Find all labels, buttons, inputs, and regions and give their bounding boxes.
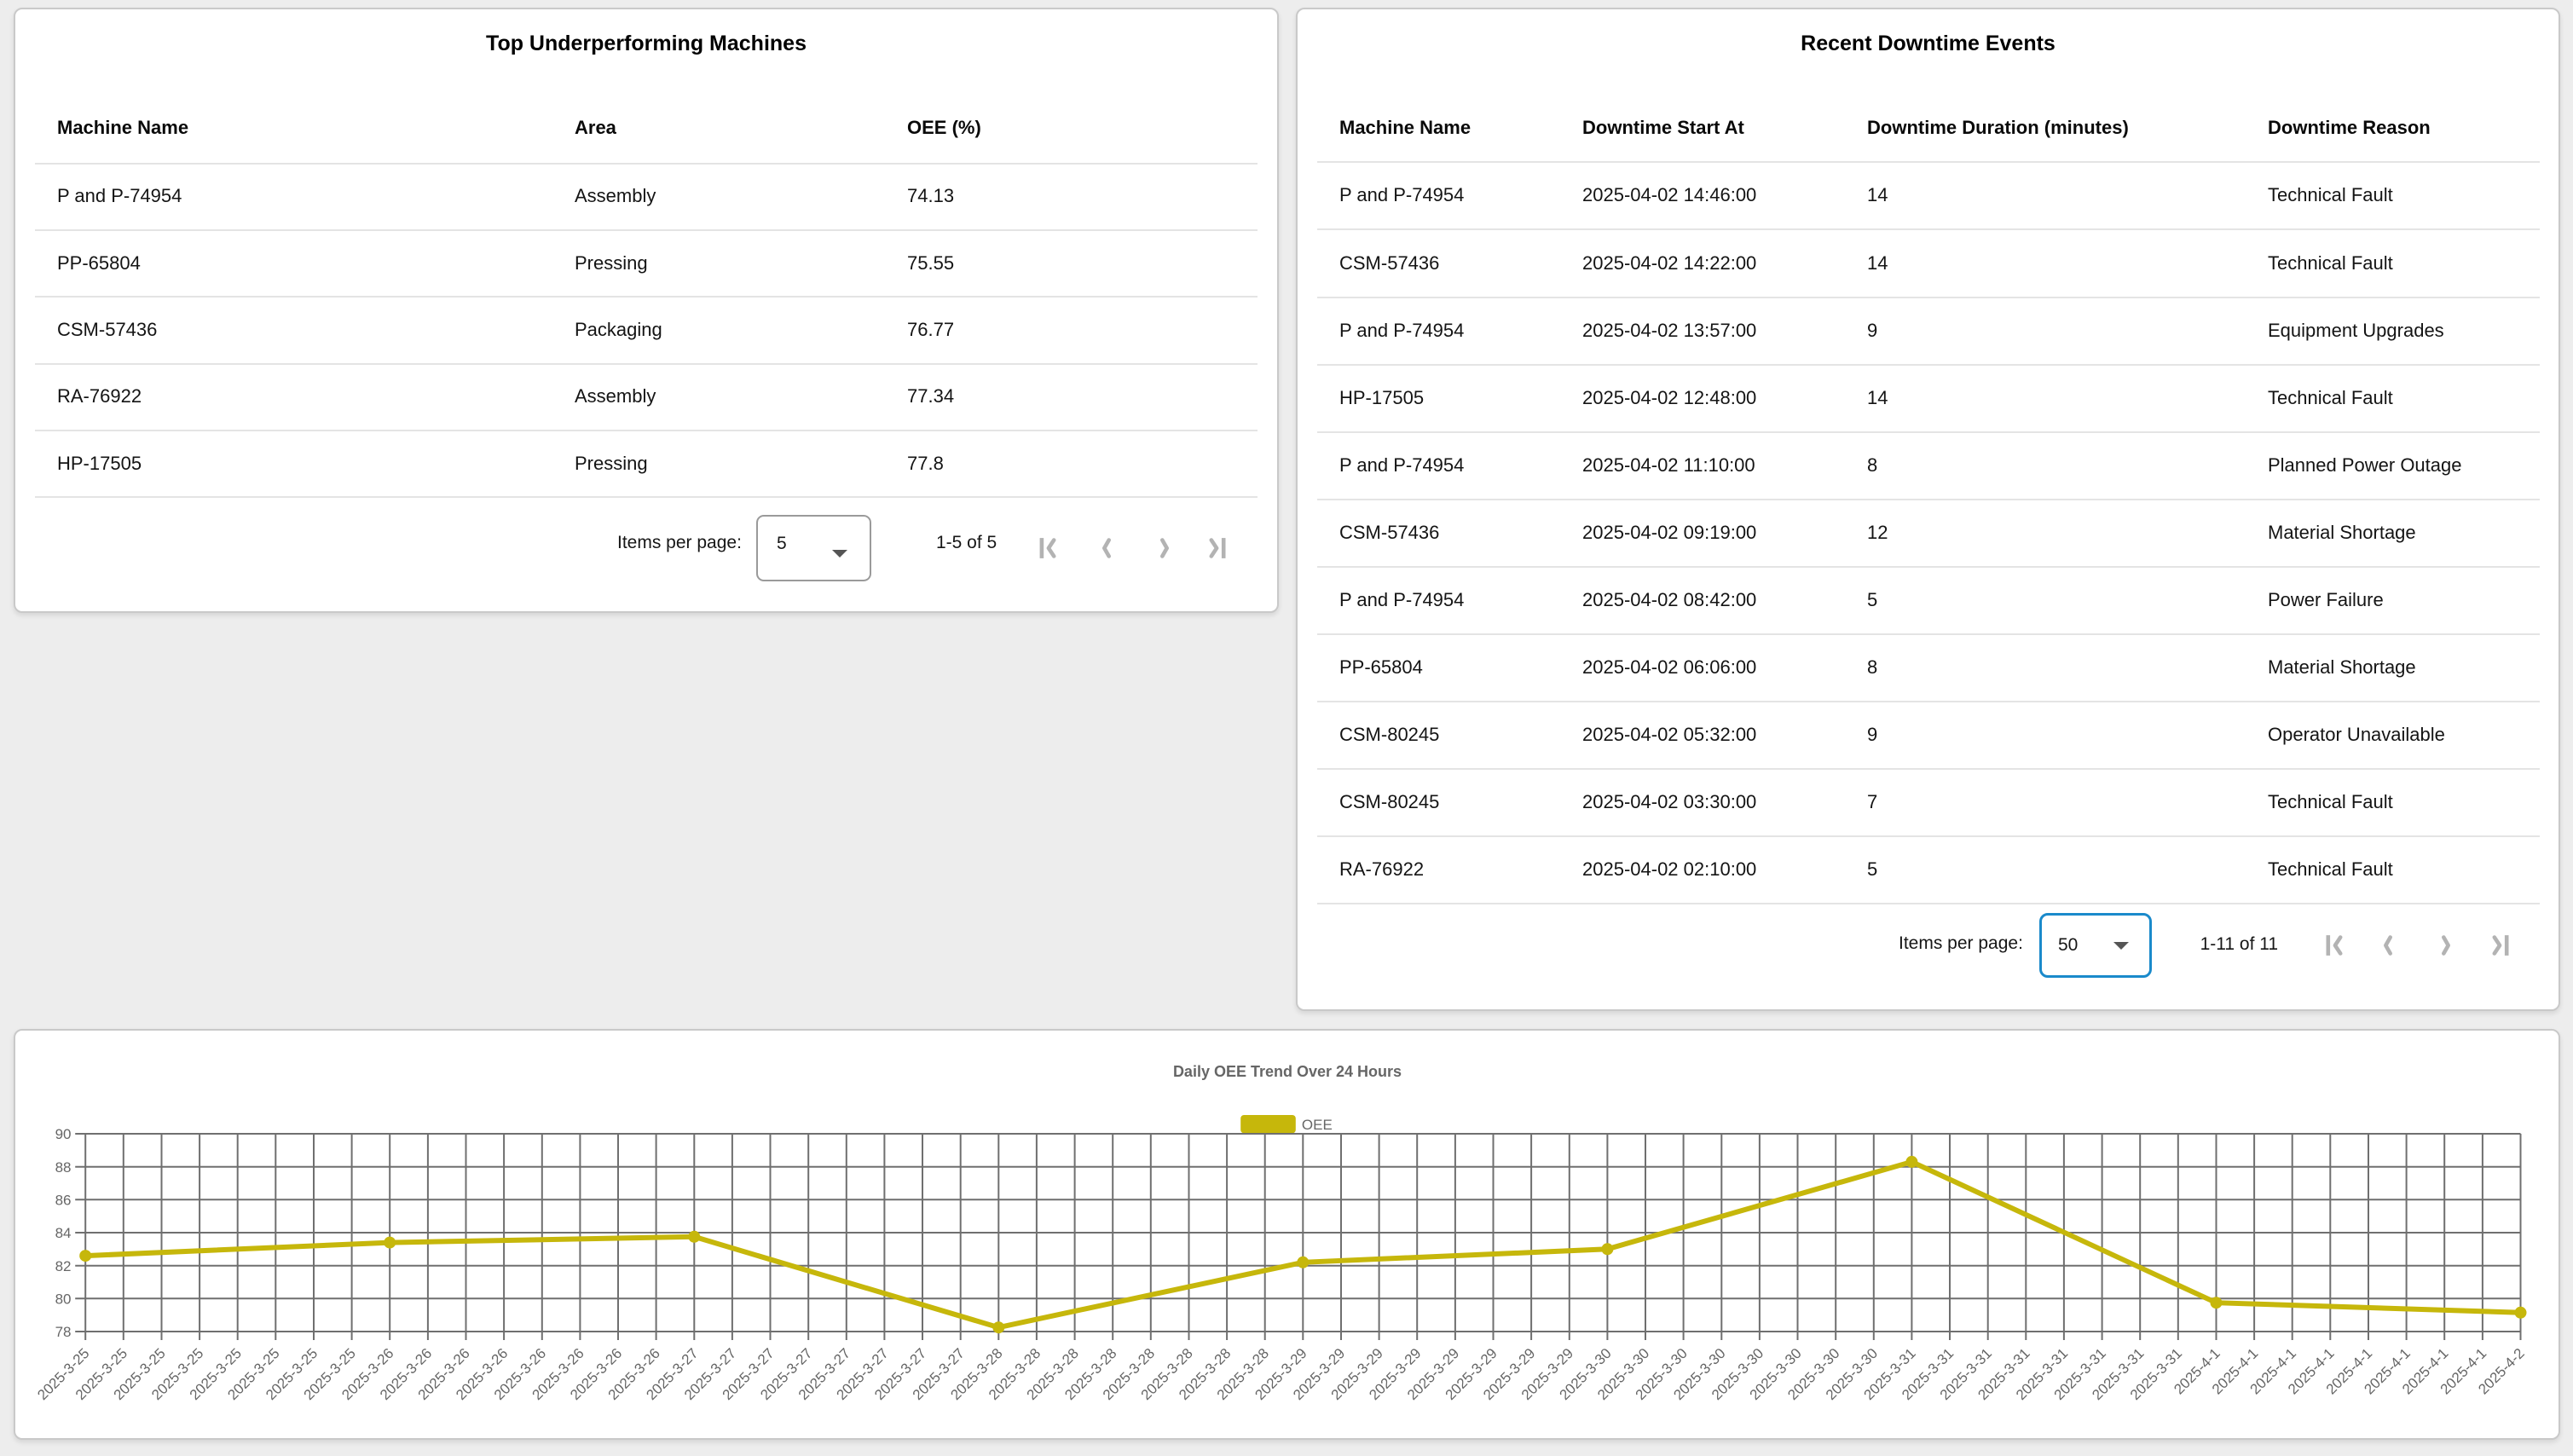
svg-text:OEE: OEE xyxy=(1302,1117,1333,1133)
svg-text:Daily OEE Trend Over 24 Hours: Daily OEE Trend Over 24 Hours xyxy=(1173,1063,1402,1080)
svg-text:88: 88 xyxy=(55,1159,72,1176)
svg-text:82: 82 xyxy=(55,1258,72,1274)
svg-text:80: 80 xyxy=(55,1291,72,1307)
svg-text:90: 90 xyxy=(55,1126,72,1142)
svg-text:84: 84 xyxy=(55,1225,72,1241)
svg-text:86: 86 xyxy=(55,1192,72,1208)
svg-text:78: 78 xyxy=(55,1324,72,1340)
